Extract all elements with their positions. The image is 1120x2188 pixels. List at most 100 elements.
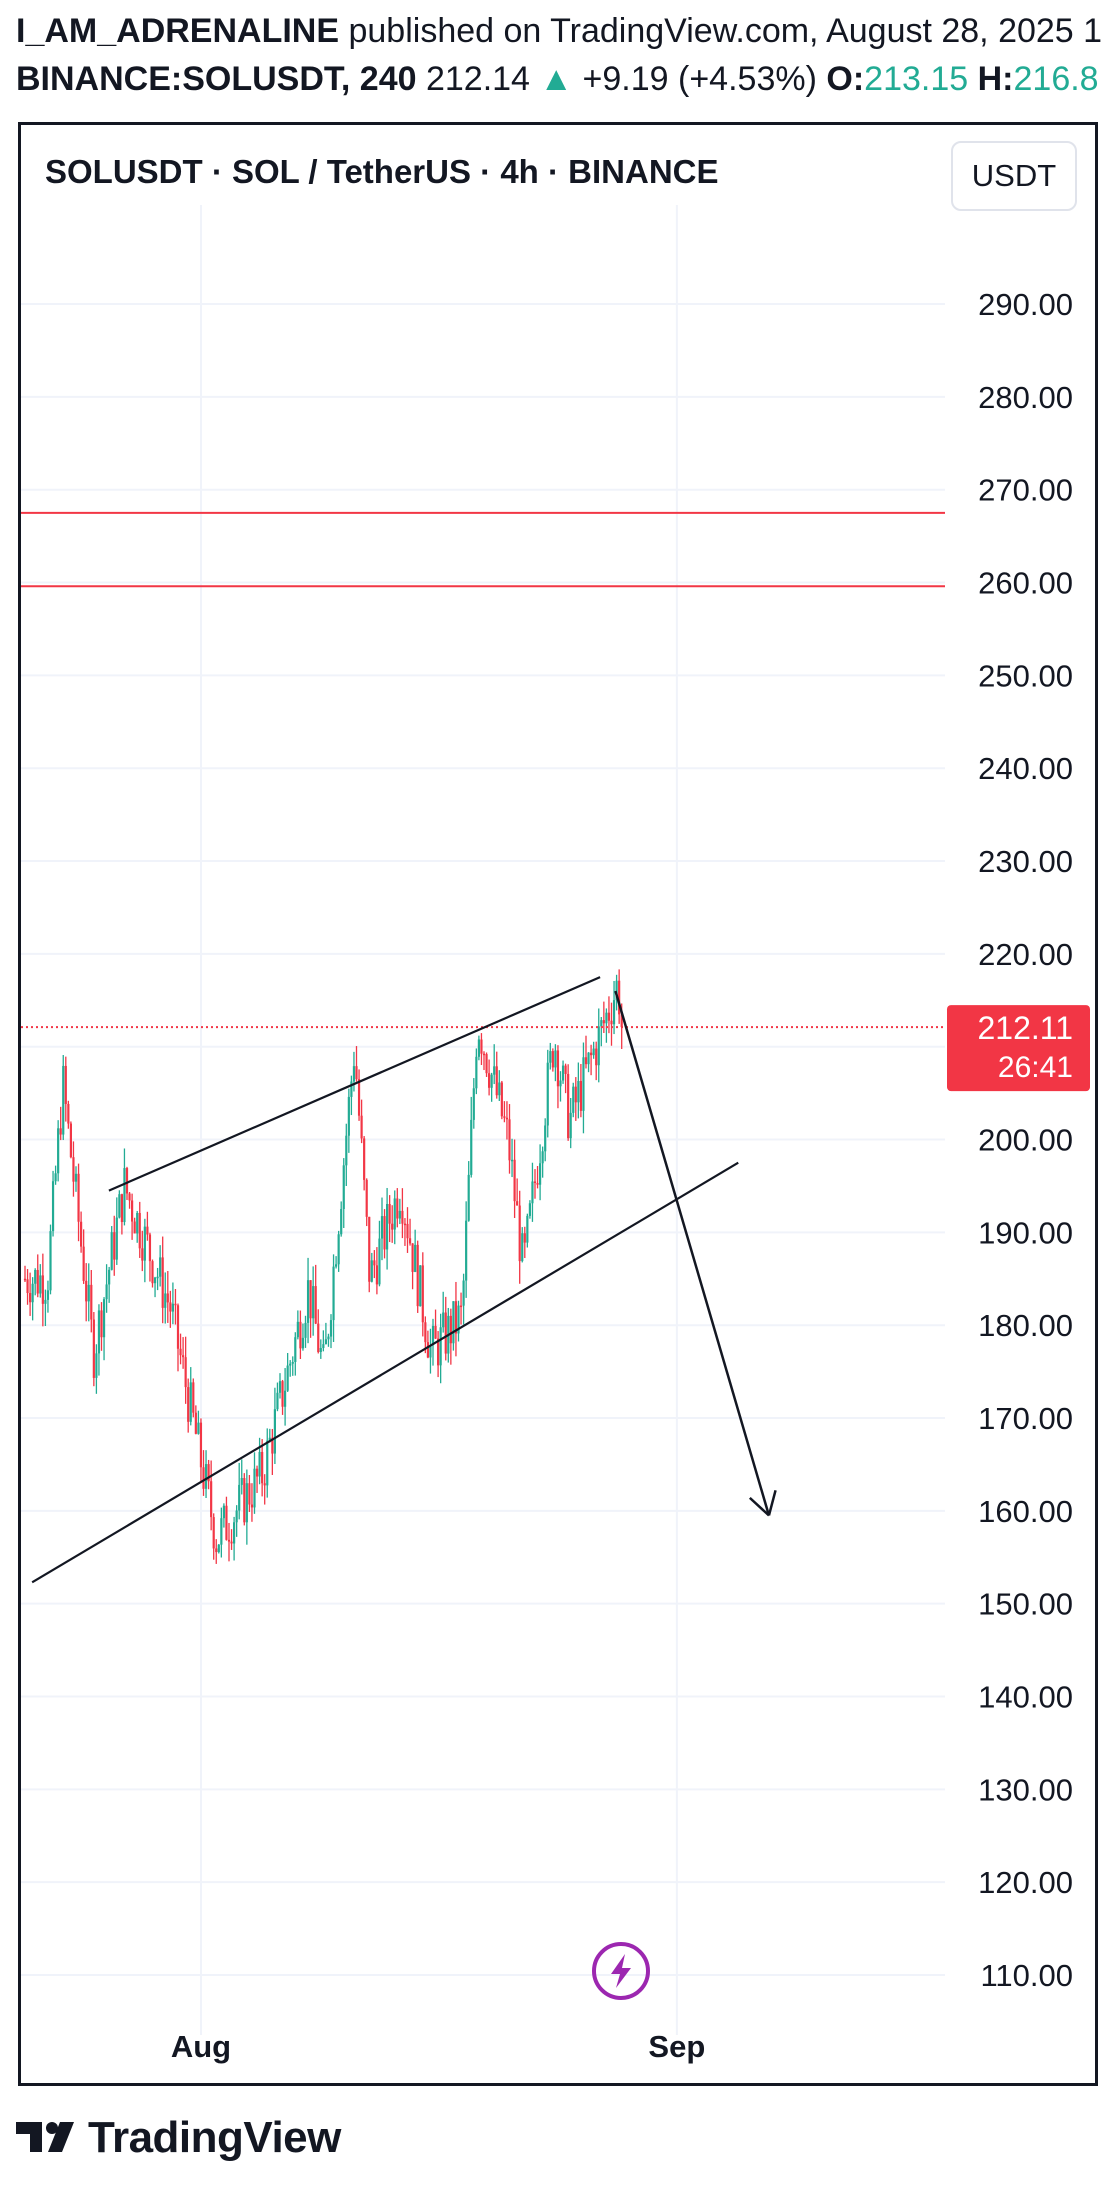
x-tick-label: Aug: [171, 2029, 231, 2064]
candle-body: [528, 1203, 531, 1216]
candle-body: [238, 1484, 241, 1511]
price-badge-value: 212.11: [978, 1010, 1074, 1046]
candle-body: [217, 1544, 220, 1553]
publish-line: I_AM_ADRENALINE published on TradingView…: [16, 12, 1102, 51]
candle-body: [296, 1321, 299, 1338]
x-tick-label: Sep: [648, 2029, 705, 2064]
candle-body: [105, 1284, 108, 1300]
candle-body: [610, 1020, 613, 1025]
flash-icon[interactable]: [592, 1942, 650, 2000]
candle-body: [363, 1138, 366, 1180]
forecast-arrowhead: [767, 1490, 777, 1516]
candle-body: [612, 1000, 616, 1025]
candle-body: [176, 1305, 180, 1349]
candle-body: [342, 1165, 345, 1210]
candle-body: [551, 1051, 554, 1068]
candle-body: [398, 1210, 401, 1219]
y-tick-label: 130.00: [978, 1772, 1073, 1807]
candle-body: [156, 1276, 159, 1279]
candle-body: [80, 1221, 83, 1247]
candle-body: [62, 1065, 65, 1135]
candle-body: [329, 1320, 333, 1337]
candle-body: [284, 1390, 287, 1407]
candle-body: [452, 1301, 455, 1344]
candle-body: [36, 1270, 39, 1294]
candle-body: [437, 1338, 440, 1366]
candle-body: [521, 1233, 524, 1262]
candle-body: [345, 1135, 348, 1166]
currency-button[interactable]: USDT: [951, 141, 1077, 211]
candle-body: [85, 1280, 88, 1302]
candle-body: [100, 1310, 103, 1338]
y-tick-label: 280.00: [978, 380, 1073, 415]
tradingview-footer[interactable]: TradingView: [16, 2110, 341, 2166]
forecast-arrow: [614, 990, 771, 1516]
candle-body: [255, 1468, 259, 1477]
candle-body: [253, 1468, 256, 1508]
candle-body: [518, 1205, 521, 1262]
candle-body: [584, 1057, 588, 1065]
candle-body: [449, 1315, 452, 1344]
candle-body: [459, 1305, 463, 1308]
candle-body: [131, 1200, 134, 1222]
candle-body: [431, 1325, 435, 1346]
published-text: published on TradingView.com, August 28,…: [339, 12, 1103, 50]
candle-body: [97, 1310, 101, 1354]
candle-body: [388, 1204, 391, 1224]
candle-body: [454, 1301, 458, 1334]
candle-body: [57, 1128, 60, 1174]
candle-body: [235, 1510, 238, 1523]
candle-body: [306, 1280, 310, 1323]
candle-body: [592, 1048, 595, 1056]
candle-body: [72, 1157, 75, 1182]
candle-body: [368, 1216, 371, 1282]
candle-body: [278, 1381, 282, 1393]
candle-body: [26, 1279, 29, 1294]
candle-body: [602, 1020, 605, 1024]
price-chart[interactable]: 290.00 280.00 270.00 260.00 250.00 240.00 230.…: [21, 125, 1095, 2083]
y-tick-label: 200.00: [978, 1123, 1073, 1158]
candle-body: [355, 1066, 358, 1080]
candle-body: [125, 1168, 129, 1194]
candle-body: [426, 1342, 429, 1358]
candle-body: [133, 1221, 136, 1234]
candle-body: [29, 1293, 32, 1303]
candle-body: [179, 1348, 182, 1356]
candle-body: [620, 1014, 623, 1028]
candle-body: [561, 1065, 565, 1081]
candle-body: [41, 1275, 44, 1304]
candle-body: [465, 1220, 468, 1281]
candle-body: [516, 1201, 519, 1206]
trendline: [31, 1161, 739, 1584]
candle-body: [281, 1381, 284, 1407]
candle-body: [309, 1280, 312, 1319]
candle-body: [319, 1348, 322, 1352]
candle-body: [383, 1216, 386, 1250]
forecast-arrowhead: [748, 1496, 770, 1517]
candle-body: [513, 1159, 516, 1202]
candle-body: [263, 1483, 266, 1486]
y-tick-label: 160.00: [978, 1494, 1073, 1529]
author-name[interactable]: I_AM_ADRENALINE: [16, 12, 340, 50]
tradingview-wordmark: TradingView: [88, 2113, 341, 2162]
candle-body: [49, 1231, 52, 1291]
candle-body: [577, 1080, 580, 1103]
y-tick-label: 250.00: [978, 658, 1073, 693]
candle-body: [220, 1518, 223, 1545]
candle-body: [87, 1284, 90, 1302]
candle-body: [541, 1151, 544, 1164]
candle-body: [546, 1062, 549, 1126]
candle-body: [23, 1278, 27, 1281]
candle-body: [475, 1056, 478, 1089]
y-tick-label: 190.00: [978, 1215, 1073, 1250]
candle-body: [434, 1325, 437, 1339]
candle-body: [370, 1260, 373, 1282]
candle-body: [187, 1387, 190, 1422]
candle-body: [128, 1193, 131, 1201]
candle-body: [544, 1125, 547, 1152]
candle-body: [554, 1050, 557, 1068]
candle-body: [268, 1437, 271, 1441]
price-badge-countdown: 26:41: [998, 1051, 1073, 1084]
chart-frame[interactable]: 290.00 280.00 270.00 260.00 250.00 240.00 230.…: [18, 122, 1098, 2086]
candle-body: [304, 1322, 307, 1338]
